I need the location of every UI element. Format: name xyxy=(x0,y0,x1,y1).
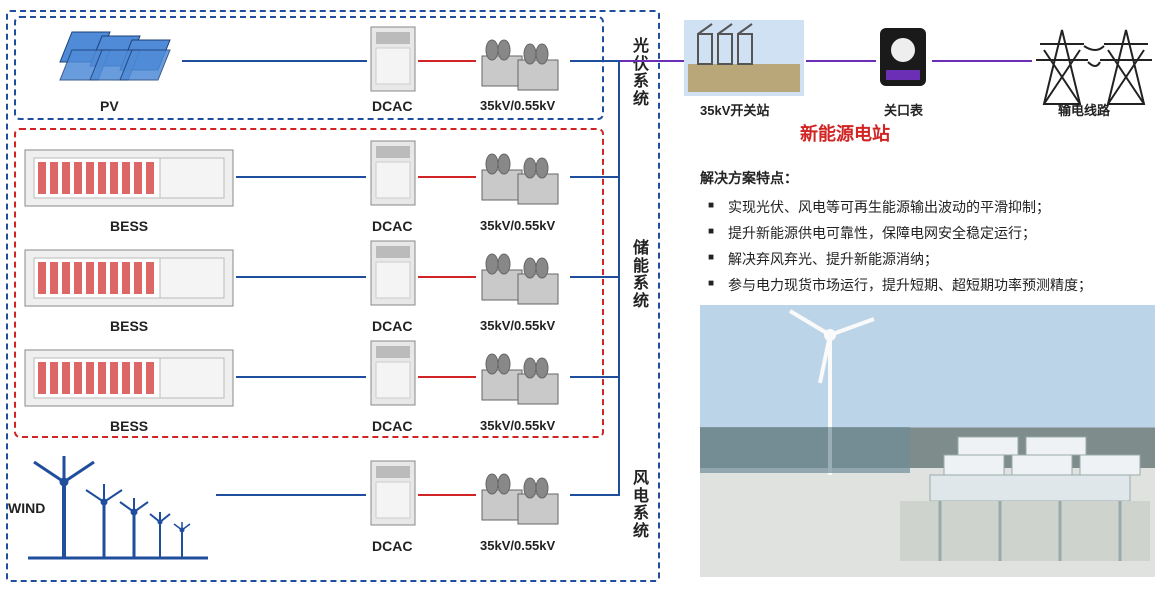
bess3-dcac-icon xyxy=(370,340,416,406)
bess3-xfmr-label: 35kV/0.55kV xyxy=(480,418,555,433)
wind-dcac-icon xyxy=(370,460,416,526)
transmission-line-label: 输电线路 xyxy=(1058,100,1110,119)
feature-item: 提升新能源供电可靠性，保障电网安全稳定运行； xyxy=(708,220,1150,246)
feature-item: 实现光伏、风电等可再生能源输出波动的平滑抑制； xyxy=(708,194,1150,220)
bess1-dcac-icon xyxy=(370,140,416,206)
wind-xfmr-icon xyxy=(478,460,568,526)
site-photo xyxy=(700,305,1155,577)
pv-system-label: 光伏系统 xyxy=(632,38,650,108)
pv-dcac-label: DCAC xyxy=(372,98,412,114)
bess-system-label: 储能系统 xyxy=(632,240,650,310)
pv-xfmr-label: 35kV/0.55kV xyxy=(480,98,555,113)
bess2-xfmr-label: 35kV/0.55kV xyxy=(480,318,555,333)
pv-dcac-icon xyxy=(370,26,416,92)
bess2-xfmr-icon xyxy=(478,240,568,306)
features-list: 实现光伏、风电等可再生能源输出波动的平滑抑制； 提升新能源供电可靠性，保障电网安… xyxy=(700,194,1150,298)
pv-icon xyxy=(50,22,180,82)
bess1-xfmr-label: 35kV/0.55kV xyxy=(480,218,555,233)
bess1-xfmr-icon xyxy=(478,140,568,206)
bess-icon xyxy=(24,140,234,212)
bess3-dcac-label: DCAC xyxy=(372,418,412,434)
switch-station-label: 35kV开关站 xyxy=(700,100,769,119)
feature-item: 解决弃风弃光、提升新能源消纳； xyxy=(708,246,1150,272)
switch-station-icon xyxy=(684,20,804,96)
wind-icon xyxy=(24,452,214,562)
bess3-label: BESS xyxy=(110,418,148,434)
wind-dcac-label: DCAC xyxy=(372,538,412,554)
wind-label: WIND xyxy=(8,500,45,516)
bess2-label: BESS xyxy=(110,318,148,334)
station-title: 新能源电站 xyxy=(800,120,890,146)
wind-xfmr-label: 35kV/0.55kV xyxy=(480,538,555,553)
bess2-dcac-label: DCAC xyxy=(372,318,412,334)
bess1-label: BESS xyxy=(110,218,148,234)
bess1-dcac-label: DCAC xyxy=(372,218,412,234)
wind-system-label: 风电系统 xyxy=(632,470,650,540)
features-heading: 解决方案特点： xyxy=(700,168,1150,188)
bess3-xfmr-icon xyxy=(478,340,568,406)
meter-icon xyxy=(876,24,930,90)
meter-label: 关口表 xyxy=(884,100,923,119)
bess-icon xyxy=(24,240,234,312)
bess2-dcac-icon xyxy=(370,240,416,306)
pv-label: PV xyxy=(100,98,119,114)
feature-item: 参与电力现货市场运行，提升短期、超短期功率预测精度； xyxy=(708,272,1150,298)
tower-icon xyxy=(1032,10,1162,106)
bess-icon xyxy=(24,340,234,412)
features-panel: 解决方案特点： 实现光伏、风电等可再生能源输出波动的平滑抑制； 提升新能源供电可… xyxy=(700,168,1150,298)
pv-xfmr-icon xyxy=(478,26,568,92)
